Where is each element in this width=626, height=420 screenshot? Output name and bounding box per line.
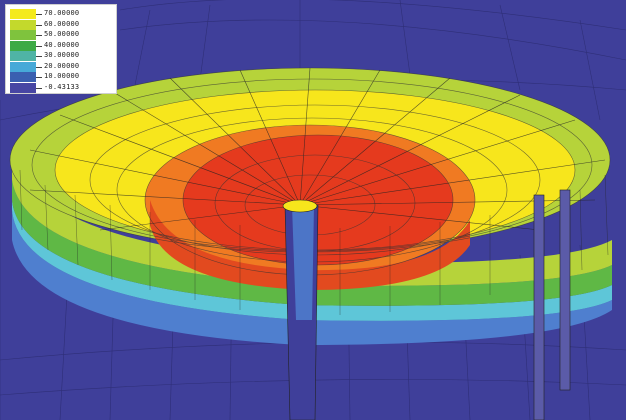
legend-tick — [36, 66, 42, 68]
legend-row: 60.00000 — [10, 19, 114, 30]
legend-swatch — [10, 40, 36, 51]
legend-tick — [36, 14, 42, 15]
legend-row: 40.00000 — [10, 40, 114, 51]
legend-label: 60.00000 — [44, 19, 80, 28]
legend-label: 50.00000 — [44, 30, 80, 38]
legend-swatch — [10, 51, 36, 61]
legend-tick — [36, 24, 42, 26]
legend-tick — [36, 77, 42, 78]
legend-swatch — [10, 30, 36, 40]
legend-row: 70.00000 — [10, 9, 114, 19]
legend-tick — [36, 35, 42, 36]
legend-swatch — [10, 82, 36, 93]
central-shaft — [282, 199, 319, 420]
legend-label: 30.00000 — [44, 51, 80, 59]
legend-label: 20.00000 — [44, 61, 80, 70]
legend-swatch — [10, 19, 36, 30]
outer-wall — [12, 150, 612, 345]
legend-row: 10.00000 — [10, 72, 114, 82]
side-pipes — [533, 189, 571, 420]
legend-row: 50.00000 — [10, 30, 114, 40]
legend-swatch — [10, 61, 36, 72]
legend-row: 30.00000 — [10, 51, 114, 61]
legend-tick — [36, 45, 42, 47]
legend-row: -0.43133 — [10, 82, 114, 93]
legend-swatch — [10, 72, 36, 82]
legend-label: 40.00000 — [44, 40, 80, 49]
legend-label: 10.00000 — [44, 72, 80, 80]
legend-row: 20.00000 — [10, 61, 114, 72]
radial-mesh — [29, 67, 606, 231]
legend-tick — [36, 87, 42, 89]
legend-label: -0.43133 — [44, 82, 80, 91]
legend-tick — [36, 56, 42, 57]
legend-swatch — [10, 9, 36, 19]
color-legend: 70.00000 60.00000 50.00000 40.00000 30.00000… — [5, 4, 117, 94]
legend-label: 70.00000 — [44, 9, 80, 17]
